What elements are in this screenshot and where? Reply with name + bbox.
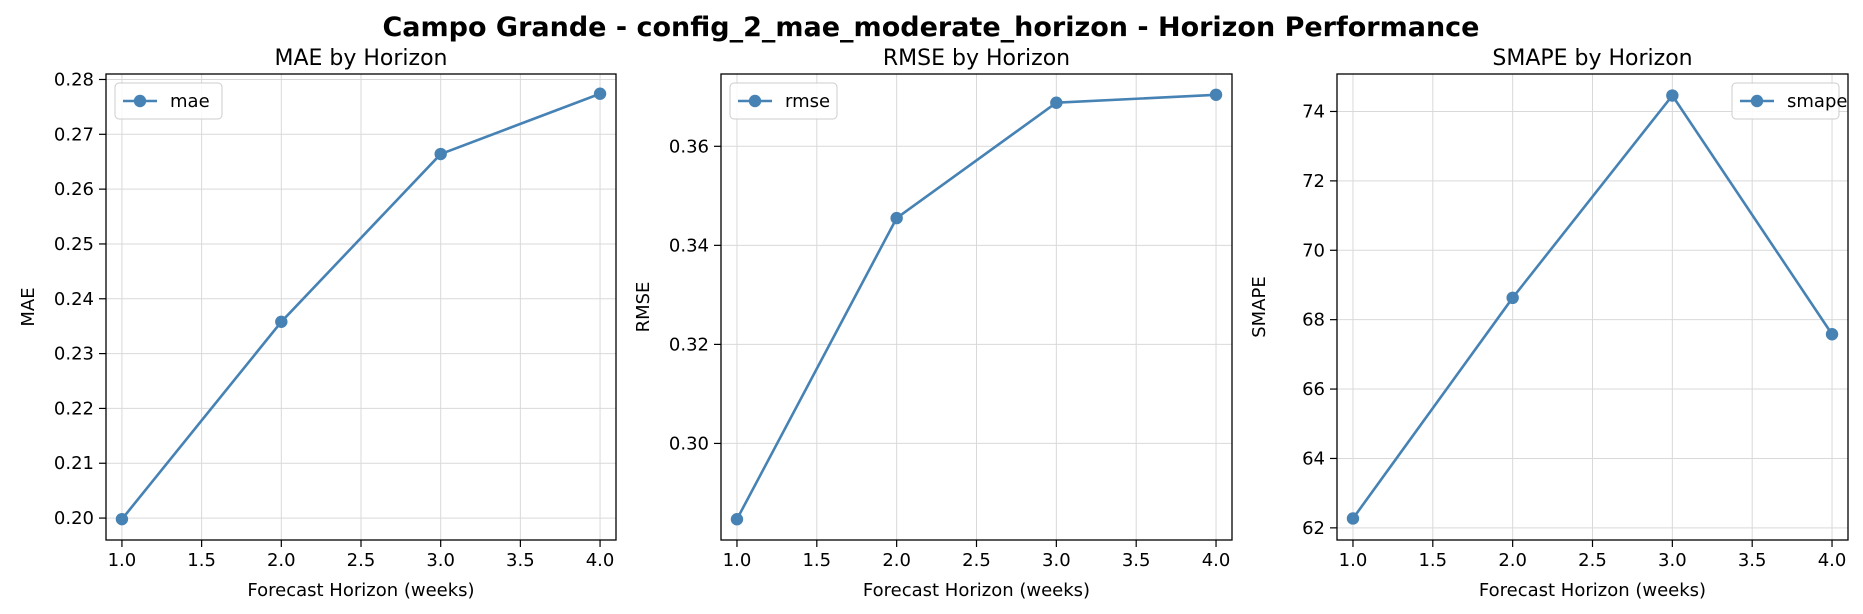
y-axis-label: RMSE (633, 282, 654, 333)
figure-suptitle: Campo Grande - config_2_mae_moderate_hor… (382, 12, 1479, 43)
y-tick-label: 72 (1302, 171, 1325, 192)
legend-box (1731, 82, 1840, 120)
x-tick-label: 1.0 (108, 550, 137, 571)
subplot-2: 1.0 1.5 2.0 2.5 3.0 3.5 4.0 0.30 0.32 0.34 0.36 RMS… (633, 46, 1233, 601)
series-line-mae (120, 92, 601, 520)
axes-frame (105, 73, 617, 541)
legend-marker (133, 94, 147, 108)
x-tick-label: 3.0 (1042, 550, 1071, 571)
y-axis-ticks: 62 64 66 68 70 72 74 (1302, 101, 1337, 539)
x-axis-ticks: 1.0 1.5 2.0 2.5 3.0 3.5 4.0 (108, 540, 615, 571)
y-tick-label: 68 (1302, 310, 1325, 331)
y-tick-label: 0.34 (669, 235, 709, 256)
x-tick-label: 2.5 (962, 550, 991, 571)
x-tick-label: 4.0 (586, 550, 615, 571)
data-point (1666, 89, 1679, 102)
axes-frame (1336, 73, 1849, 541)
legend: mae (114, 82, 223, 120)
x-axis-ticks: 1.0 1.5 2.0 2.5 3.0 3.5 4.0 (723, 540, 1231, 571)
x-tick-label: 2.0 (267, 550, 296, 571)
axes-frame (720, 73, 1233, 541)
y-tick-label: 0.36 (669, 136, 709, 157)
y-axis-label: SMAPE (1249, 276, 1270, 338)
subplot-title: RMSE by Horizon (883, 46, 1070, 71)
legend: smape (1731, 82, 1847, 120)
series-line-rmse (735, 93, 1217, 520)
legend-box (729, 82, 838, 120)
subplot-panels: 1.0 1.5 2.0 2.5 3.0 3.5 4.00.200.210.220.230.2… (18, 46, 1849, 601)
data-point (593, 87, 607, 100)
subplot-1: 1.0 1.5 2.0 2.5 3.0 3.5 4.00.200.210.220.230.2… (18, 46, 617, 601)
x-tick-label: 1.0 (723, 550, 752, 571)
y-tick-label: 0.24 (54, 289, 94, 310)
x-tick-label: 3.5 (506, 550, 535, 571)
legend-box (114, 82, 223, 120)
y-tick-label: 62 (1302, 518, 1325, 539)
x-tick-label: 1.5 (802, 550, 831, 571)
y-tick-label: 0.21 (54, 453, 94, 474)
y-tick-label: 0.25 (54, 234, 94, 255)
y-tick-label: 74 (1302, 101, 1325, 122)
x-tick-label: 2.0 (1498, 550, 1527, 571)
x-tick-label: 2.0 (882, 550, 911, 571)
legend-marker (748, 94, 762, 108)
subplot-title: MAE by Horizon (274, 46, 447, 71)
data-point (434, 147, 447, 161)
subplot-title: SMAPE by Horizon (1492, 46, 1692, 71)
y-tick-label: 64 (1302, 448, 1325, 469)
data-point (1506, 291, 1519, 305)
data-point (1050, 96, 1063, 109)
x-tick-label: 4.0 (1818, 550, 1847, 571)
x-tick-label: 3.5 (1122, 550, 1151, 571)
y-tick-label: 0.22 (54, 398, 94, 419)
x-tick-label: 1.5 (1418, 550, 1447, 571)
legend: rmse (729, 82, 838, 120)
data-point (1346, 512, 1360, 525)
data-point (1209, 88, 1223, 101)
subplot-3: 1.0 1.5 2.0 2.5 3.0 3.5 4.0 62 64 66 68 70 72 74 SMAPE… (1249, 46, 1849, 601)
y-tick-label: 66 (1302, 379, 1325, 400)
legend-label: mae (170, 91, 210, 112)
grid-lines (106, 74, 616, 540)
data-point (115, 512, 129, 526)
x-tick-label: 1.5 (187, 550, 216, 571)
x-tick-label: 2.5 (1578, 550, 1607, 571)
x-axis-label: Forecast Horizon (weeks) (247, 580, 474, 601)
y-axis-label: MAE (18, 287, 39, 326)
x-tick-label: 1.0 (1339, 550, 1368, 571)
legend-marker (1750, 94, 1764, 108)
legend-label: rmse (785, 91, 830, 112)
x-tick-label: 3.0 (1658, 550, 1687, 571)
y-tick-label: 0.32 (669, 334, 709, 355)
data-point (730, 513, 744, 526)
y-axis-ticks: 0.20 0.21 0.22 0.23 0.24 0.25 0.26 0.27 0.28 (54, 69, 106, 529)
x-tick-label: 3.5 (1738, 550, 1767, 571)
y-axis-ticks: 0.30 0.32 0.34 0.36 (669, 136, 721, 454)
grid-lines (721, 74, 1232, 540)
y-tick-label: 0.27 (54, 124, 94, 145)
series-line-smape (1351, 94, 1834, 520)
x-tick-label: 3.0 (426, 550, 455, 571)
x-axis-ticks: 1.0 1.5 2.0 2.5 3.0 3.5 4.0 (1339, 540, 1847, 571)
y-tick-label: 0.28 (54, 69, 94, 90)
x-axis-label: Forecast Horizon (weeks) (1479, 580, 1706, 601)
y-tick-label: 0.23 (54, 344, 94, 365)
x-tick-label: 4.0 (1202, 550, 1231, 571)
y-tick-label: 70 (1302, 240, 1325, 261)
x-tick-label: 2.5 (347, 550, 376, 571)
x-axis-label: Forecast Horizon (weeks) (863, 580, 1090, 601)
data-point (890, 211, 903, 225)
y-tick-label: 0.30 (669, 433, 709, 454)
data-point (275, 315, 288, 329)
data-point (1825, 328, 1839, 341)
y-tick-label: 0.26 (54, 179, 94, 200)
legend-label: smape (1787, 91, 1847, 112)
y-tick-label: 0.20 (54, 508, 94, 529)
